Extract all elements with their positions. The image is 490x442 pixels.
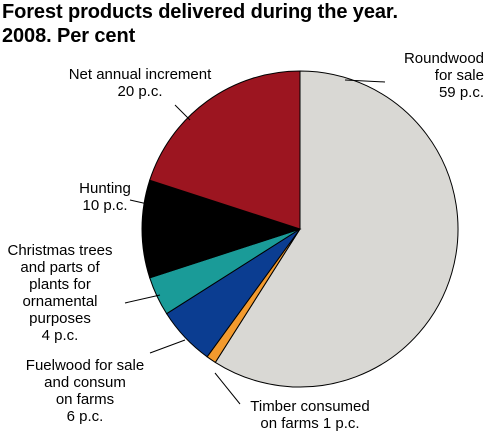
leader-timber-consumed — [214, 372, 241, 405]
label-hunting: Hunting 10 p.c. — [79, 180, 131, 214]
label-christmas-trees: Christmas trees and parts of plants for … — [7, 242, 113, 344]
label-leader-lines — [124, 79, 386, 405]
label-timber-consumed: Timber consumed on farms 1 p.c. — [250, 398, 370, 432]
slice-roundwood — [214, 70, 459, 388]
leader-christmas-trees — [124, 294, 161, 304]
pie-slices — [141, 70, 459, 388]
leader-roundwood — [344, 79, 386, 83]
chart-subtitle: 2008. Per cent — [2, 25, 136, 47]
label-roundwood: Roundwood for sale 59 p.c. — [403, 50, 484, 101]
slice-hunting — [141, 179, 302, 279]
slice-net-annual-increment — [149, 70, 301, 230]
leader-hunting — [129, 199, 153, 206]
label-net-annual-increment: Net annual increment 20 p.c. — [68, 66, 212, 100]
leader-net-annual-increment — [174, 104, 191, 121]
chart-title: Forest products delivered during the yea… — [2, 1, 398, 23]
leader-fuelwood — [149, 339, 186, 354]
label-fuelwood: Fuelwood for sale and consum on farms 6 … — [25, 357, 145, 425]
